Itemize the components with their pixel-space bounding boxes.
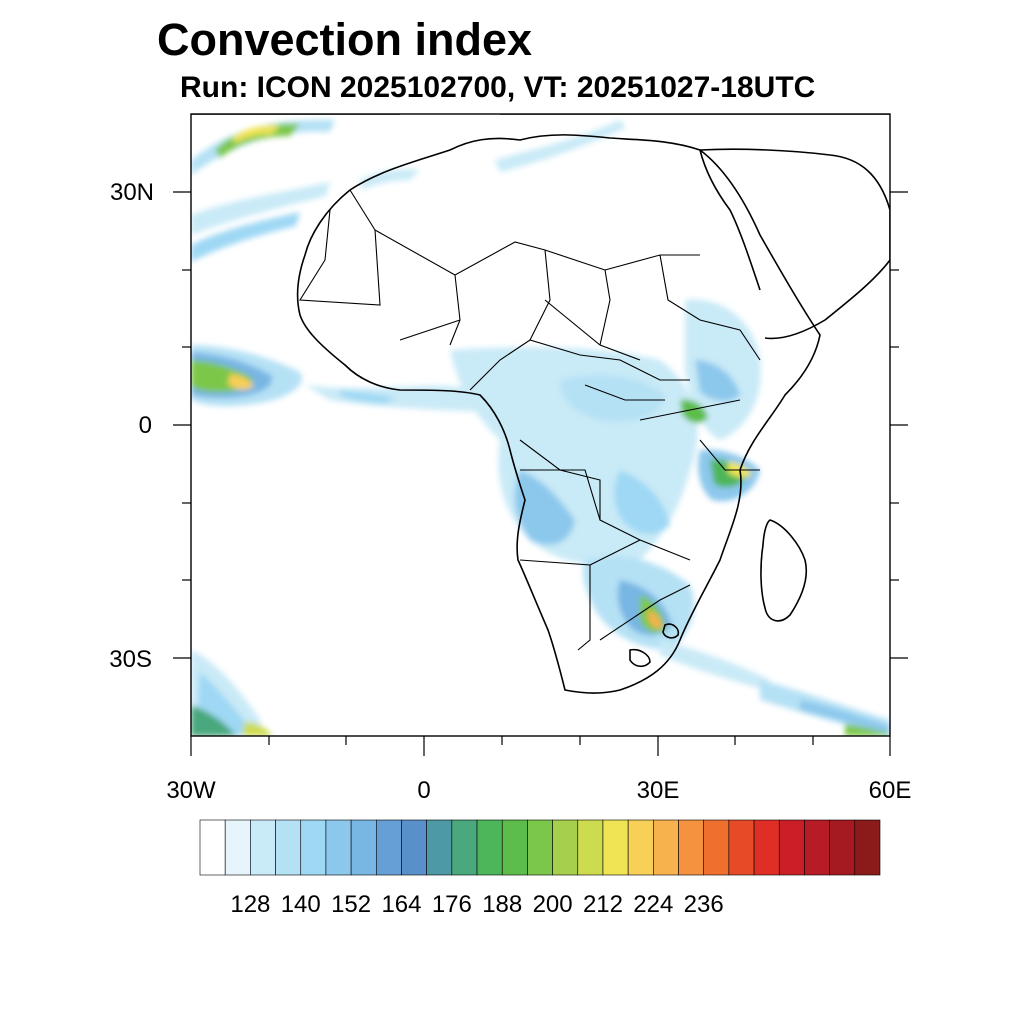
colorbar-swatch xyxy=(250,819,276,876)
colorbar-swatch xyxy=(829,819,856,876)
colorbar-label: 152 xyxy=(331,891,371,918)
axis-ticks xyxy=(173,191,908,756)
colorbar-swatch xyxy=(728,819,755,876)
colorbar-swatch xyxy=(300,819,327,876)
colorbar-swatch xyxy=(401,819,427,876)
colorbar-swatch xyxy=(224,819,251,876)
colorbar-swatch xyxy=(627,819,654,876)
lat-label-30n: 30N xyxy=(110,179,154,206)
colorbar-swatch xyxy=(350,819,377,876)
colorbar-swatch xyxy=(375,819,402,876)
colorbar-swatch xyxy=(653,819,679,876)
colorbar-label: 140 xyxy=(281,891,321,918)
colorbar-swatch xyxy=(678,819,705,876)
lon-label-30w: 30W xyxy=(166,777,216,804)
colorbar-swatch xyxy=(804,819,830,876)
colorbar-label: 188 xyxy=(482,891,522,918)
lon-label-30e: 30E xyxy=(637,777,680,804)
colorbar-swatch xyxy=(577,819,604,876)
country-borders xyxy=(299,189,761,651)
colorbar-swatch xyxy=(426,819,453,876)
colorbar-label: 128 xyxy=(230,891,270,918)
colorbar-swatch xyxy=(778,819,805,876)
colorbar-swatch xyxy=(476,819,503,876)
map-subtitle: Run: ICON 2025102700, VT: 20251027-18UTC xyxy=(180,71,816,104)
colorbar-swatch xyxy=(602,819,629,876)
colorbar-swatch xyxy=(325,819,352,876)
map-title: Convection index xyxy=(157,14,533,65)
colorbar-label: 200 xyxy=(533,891,573,918)
colorbar-label: 164 xyxy=(381,891,421,918)
colorbar-swatch xyxy=(552,819,579,876)
colorbar-swatch xyxy=(199,819,226,876)
colorbar-swatch xyxy=(451,819,478,876)
colorbar-swatch xyxy=(501,819,528,876)
colorbar-label: 236 xyxy=(684,891,724,918)
colorbar-swatch xyxy=(275,819,302,876)
colorbar-label: 212 xyxy=(583,891,623,918)
lon-label-0: 0 xyxy=(417,777,430,804)
lon-label-60e: 60E xyxy=(869,777,912,804)
convection-shading xyxy=(191,119,890,736)
colorbar-swatch xyxy=(703,819,730,876)
colorbar: 128 140 152 164 176 188 200 212 224 236 xyxy=(199,819,881,918)
colorbar-swatch xyxy=(854,819,881,876)
lat-label-30s: 30S xyxy=(109,646,152,673)
colorbar-label: 224 xyxy=(633,891,673,918)
colorbar-label: 176 xyxy=(432,891,472,918)
colorbar-swatch xyxy=(527,819,553,876)
colorbar-swatch xyxy=(753,819,780,876)
lat-label-0: 0 xyxy=(139,412,152,439)
